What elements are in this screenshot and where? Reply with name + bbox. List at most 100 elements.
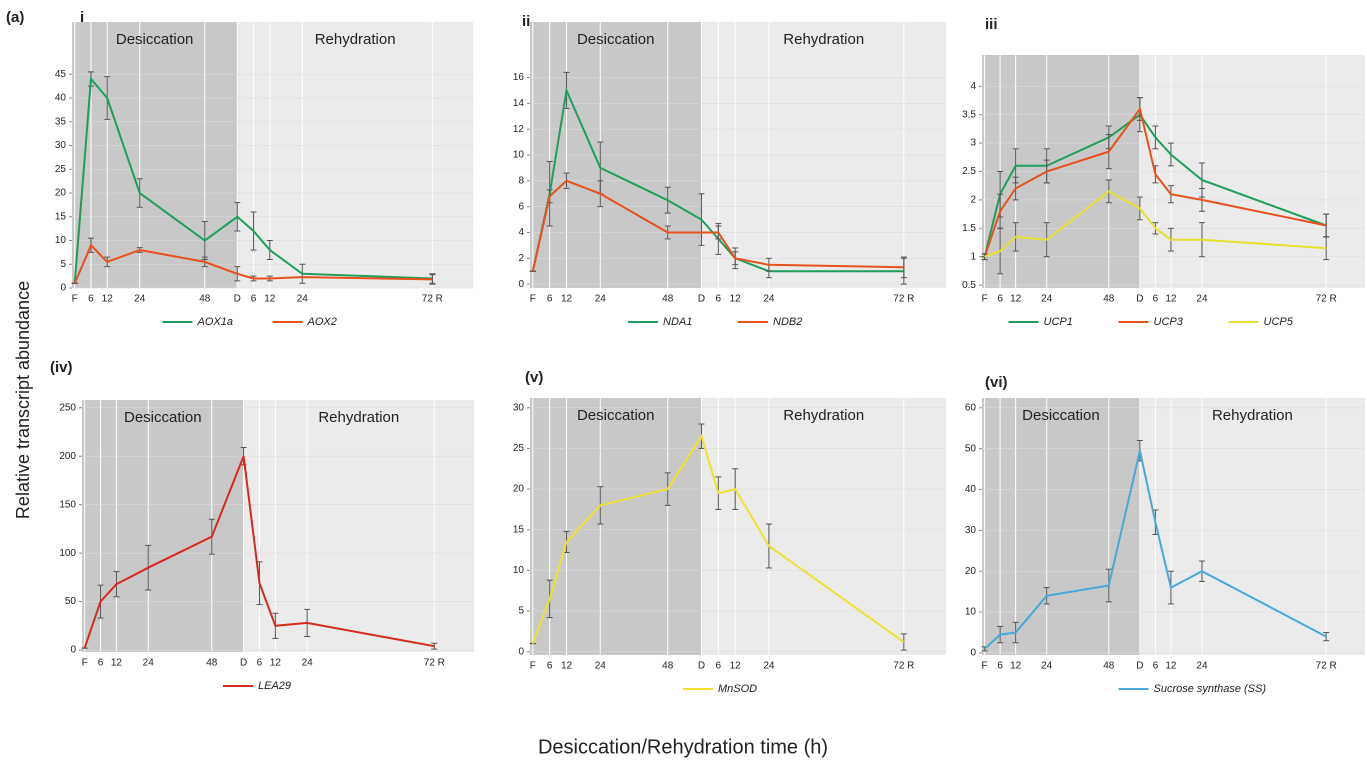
y-tick-label: 3.5 [962, 109, 976, 120]
region-label: Desiccation [577, 407, 655, 424]
x-tick-label: 72 R [1316, 294, 1337, 305]
y-tick-label: 1 [970, 251, 976, 262]
x-tick-label: F [530, 661, 536, 672]
x-tick-label: 48 [662, 661, 674, 672]
x-tick-label: 72 R [893, 661, 914, 672]
series-line [983, 113, 1327, 257]
y-tick-label: 0 [60, 283, 66, 294]
y-tick-label: 40 [965, 484, 977, 495]
y-tick-label: 200 [59, 451, 76, 462]
y-tick-label: 16 [513, 72, 525, 83]
x-tick-label: 12 [730, 294, 742, 305]
x-tick-label: 6 [997, 661, 1003, 672]
x-tick-label: 6 [251, 294, 257, 305]
x-tick-label: D [698, 661, 705, 672]
x-tick-label: 6 [547, 661, 553, 672]
y-tick-label: 20 [513, 484, 525, 495]
legend-label: UCP5 [1264, 316, 1294, 328]
series-line [531, 179, 904, 272]
y-tick-label: 30 [965, 525, 977, 536]
x-tick-label: F [982, 661, 988, 672]
y-tick-label: 20 [55, 188, 67, 199]
rehydration-region [237, 22, 473, 288]
x-tick-label: 6 [997, 294, 1003, 305]
series-line [983, 450, 1327, 650]
x-tick-label: 12 [1010, 294, 1022, 305]
legend-label: UCP3 [1154, 316, 1184, 328]
region-label: Rehydration [315, 31, 396, 48]
x-tick-label: 48 [662, 294, 674, 305]
x-tick-label: 72 R [1316, 661, 1337, 672]
y-tick-label: 4 [518, 227, 524, 238]
series-line [73, 76, 433, 284]
legend-label: NDB2 [773, 316, 802, 328]
panel-label: (iv) [50, 359, 73, 376]
x-tick-label: 6 [716, 661, 722, 672]
y-tick-label: 10 [513, 150, 525, 161]
x-tick-label: 12 [264, 294, 276, 305]
figure-label: (a) [6, 9, 24, 26]
x-tick-label: 48 [199, 294, 211, 305]
x-tick-label: 12 [111, 658, 123, 669]
x-tick-label: 72 R [424, 658, 445, 669]
y-tick-label: 25 [55, 164, 67, 175]
y-tick-label: 10 [965, 607, 977, 618]
y-tick-label: 2 [970, 195, 976, 206]
x-tick-label: 6 [716, 294, 722, 305]
x-tick-label: D [1136, 294, 1143, 305]
y-tick-label: 100 [59, 548, 76, 559]
x-tick-label: 12 [561, 294, 573, 305]
region-label: Rehydration [783, 407, 864, 424]
x-tick-label: 12 [1165, 661, 1177, 672]
x-tick-label: D [698, 294, 705, 305]
y-tick-label: 20 [965, 566, 977, 577]
x-tick-label: 24 [1041, 661, 1053, 672]
x-tick-label: F [72, 294, 78, 305]
y-tick-label: 12 [513, 124, 525, 135]
x-tick-label: 24 [302, 658, 314, 669]
x-tick-label: 6 [257, 658, 263, 669]
x-tick-label: 72 R [893, 294, 914, 305]
x-tick-label: 12 [270, 658, 282, 669]
x-tick-label: 12 [102, 294, 114, 305]
y-tick-label: 3 [970, 138, 976, 149]
x-tick-label: 24 [1196, 661, 1208, 672]
x-tick-label: D [234, 294, 241, 305]
rehydration-region [701, 398, 946, 655]
legend-label: AOX2 [307, 316, 337, 328]
series-line [984, 190, 1327, 258]
legend-label: LEA29 [258, 680, 291, 692]
y-tick-label: 15 [513, 524, 525, 535]
series-line [531, 86, 904, 273]
y-tick-label: 5 [518, 606, 524, 617]
x-tick-label: F [82, 658, 88, 669]
region-label: Rehydration [783, 31, 864, 48]
x-tick-label: 12 [1165, 294, 1177, 305]
y-tick-label: 0.5 [962, 280, 976, 291]
y-tick-label: 60 [965, 402, 977, 413]
region-label: Desiccation [124, 409, 202, 426]
x-tick-label: 24 [595, 294, 607, 305]
region-label: Desiccation [116, 31, 194, 48]
series-line [983, 106, 1327, 258]
legend-label: AOX1a [197, 316, 233, 328]
y-tick-label: 0 [518, 279, 524, 290]
panel-label: ii [522, 13, 530, 30]
y-tick-label: 1.5 [962, 223, 976, 234]
x-tick-label: 6 [547, 294, 553, 305]
x-tick-label: 12 [730, 661, 742, 672]
x-tick-label: D [240, 658, 247, 669]
y-tick-label: 4 [970, 81, 976, 92]
x-tick-label: 6 [1153, 294, 1159, 305]
x-tick-label: 24 [297, 294, 309, 305]
rehydration-region [1139, 398, 1365, 655]
y-tick-label: 6 [518, 201, 524, 212]
panel-label: (vi) [985, 374, 1008, 391]
y-tick-label: 0 [970, 648, 976, 659]
region-label: Desiccation [577, 31, 655, 48]
x-tick-label: 24 [763, 294, 775, 305]
series-line [531, 433, 905, 644]
x-tick-label: 6 [1153, 661, 1159, 672]
x-tick-label: F [530, 294, 536, 305]
